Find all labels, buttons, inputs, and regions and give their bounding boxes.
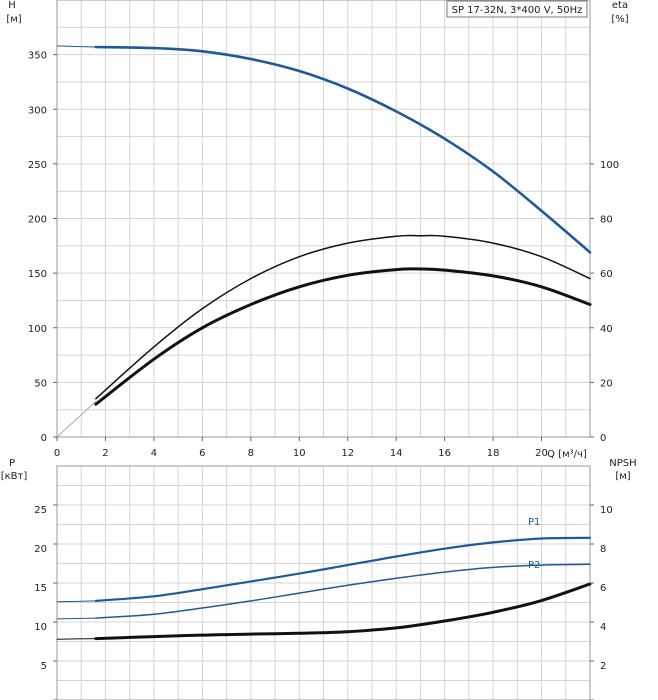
- flow-axis-label: Q [м³/ч]: [547, 449, 587, 460]
- head-efficiency-series-4-line: [56, 401, 97, 438]
- eta-axis-unit: [%]: [611, 14, 628, 25]
- head-efficiency-series-1-line: [56, 45, 97, 48]
- flow-tick-label: 14: [390, 448, 403, 459]
- head-efficiency-left-tick-label: 150: [28, 269, 47, 280]
- head-axis-unit: [м]: [6, 14, 21, 25]
- chart-title: SP 17-32N, 3*400 V, 50Hz: [452, 5, 583, 16]
- npsh-axis-unit: [м]: [615, 471, 630, 482]
- power-npsh-series-4-line: [56, 617, 97, 620]
- head-efficiency-right-tick-label: 60: [600, 269, 613, 280]
- chart-title-box: [446, 0, 588, 18]
- flow-tick-label: 20: [535, 448, 548, 459]
- head-axis-name: H: [8, 0, 16, 11]
- power-npsh-right-tick-label: 2: [600, 661, 606, 672]
- head-efficiency-left-tick-label: 100: [28, 324, 47, 335]
- head-efficiency-left-tick-label: 300: [28, 105, 47, 116]
- power-npsh-grid: [57, 466, 590, 700]
- head-efficiency-left-tick-label: 350: [28, 51, 47, 62]
- axis-tick-labels: 0 50 100 150 200 250 300 350 0 20 40 60 80 100 0 2 4 6 8 10…: [28, 51, 619, 700]
- power-npsh-right-tick-label: 6: [600, 583, 606, 594]
- power-npsh-series-0-line: [94, 536, 592, 602]
- head-efficiency-series-3-line: [94, 267, 592, 406]
- power-npsh-series: [56, 536, 592, 641]
- power-npsh-right-tick-label: 8: [600, 544, 606, 555]
- power-npsh-right-tick-label: 4: [600, 622, 606, 633]
- power-npsh-left-tick-label: 20: [34, 544, 47, 555]
- power-npsh-left-tick-label: 25: [34, 505, 47, 516]
- head-efficiency-left-tick-label: 0: [41, 433, 47, 444]
- flow-tick-label: 12: [341, 448, 354, 459]
- flow-tick-label: 10: [293, 448, 306, 459]
- power-npsh-left-tick-label: 5: [41, 661, 47, 672]
- head-efficiency-left-tick-label: 50: [34, 378, 47, 389]
- power-axis-unit: [кВт]: [1, 471, 28, 482]
- npsh-axis-name: NPSH: [609, 458, 636, 469]
- head-efficiency-series-0-line: [94, 45, 592, 254]
- head-efficiency-right-tick-label: 20: [600, 378, 613, 389]
- power-npsh-right-tick-label: 10: [600, 505, 613, 516]
- power-npsh-left-tick-label: 10: [34, 622, 47, 633]
- power-npsh-series-2-line: [94, 582, 592, 641]
- head-efficiency-series: [56, 45, 592, 438]
- head-efficiency-series-2-line: [95, 234, 591, 400]
- head-efficiency-grid: [57, 0, 590, 437]
- flow-tick-label: 8: [248, 448, 254, 459]
- flow-tick-label: 18: [487, 448, 500, 459]
- head-efficiency-right-tick-label: 100: [600, 160, 619, 171]
- power-npsh-series-3-line: [56, 600, 97, 603]
- head-efficiency-right-tick-label: 0: [600, 433, 606, 444]
- flow-tick-label: 4: [151, 448, 157, 459]
- power-npsh-left-tick-label: 15: [34, 583, 47, 594]
- eta-axis-name: eta: [612, 0, 628, 11]
- flow-tick-label: 0: [54, 448, 60, 459]
- series-label-p1: P1: [528, 517, 540, 528]
- flow-tick-label: 16: [438, 448, 451, 459]
- series-label-p2: P2: [528, 560, 540, 571]
- flow-tick-label: 6: [199, 448, 205, 459]
- power-axis-name: P: [9, 458, 15, 469]
- power-npsh-series-5-line: [56, 638, 97, 640]
- head-efficiency-left-tick-label: 200: [28, 215, 47, 226]
- head-efficiency-left-tick-label: 250: [28, 160, 47, 171]
- head-efficiency-right-tick-label: 80: [600, 215, 613, 226]
- power-npsh-series-1-line: [95, 563, 591, 619]
- head-efficiency-right-tick-label: 40: [600, 324, 613, 335]
- flow-tick-label: 2: [102, 448, 108, 459]
